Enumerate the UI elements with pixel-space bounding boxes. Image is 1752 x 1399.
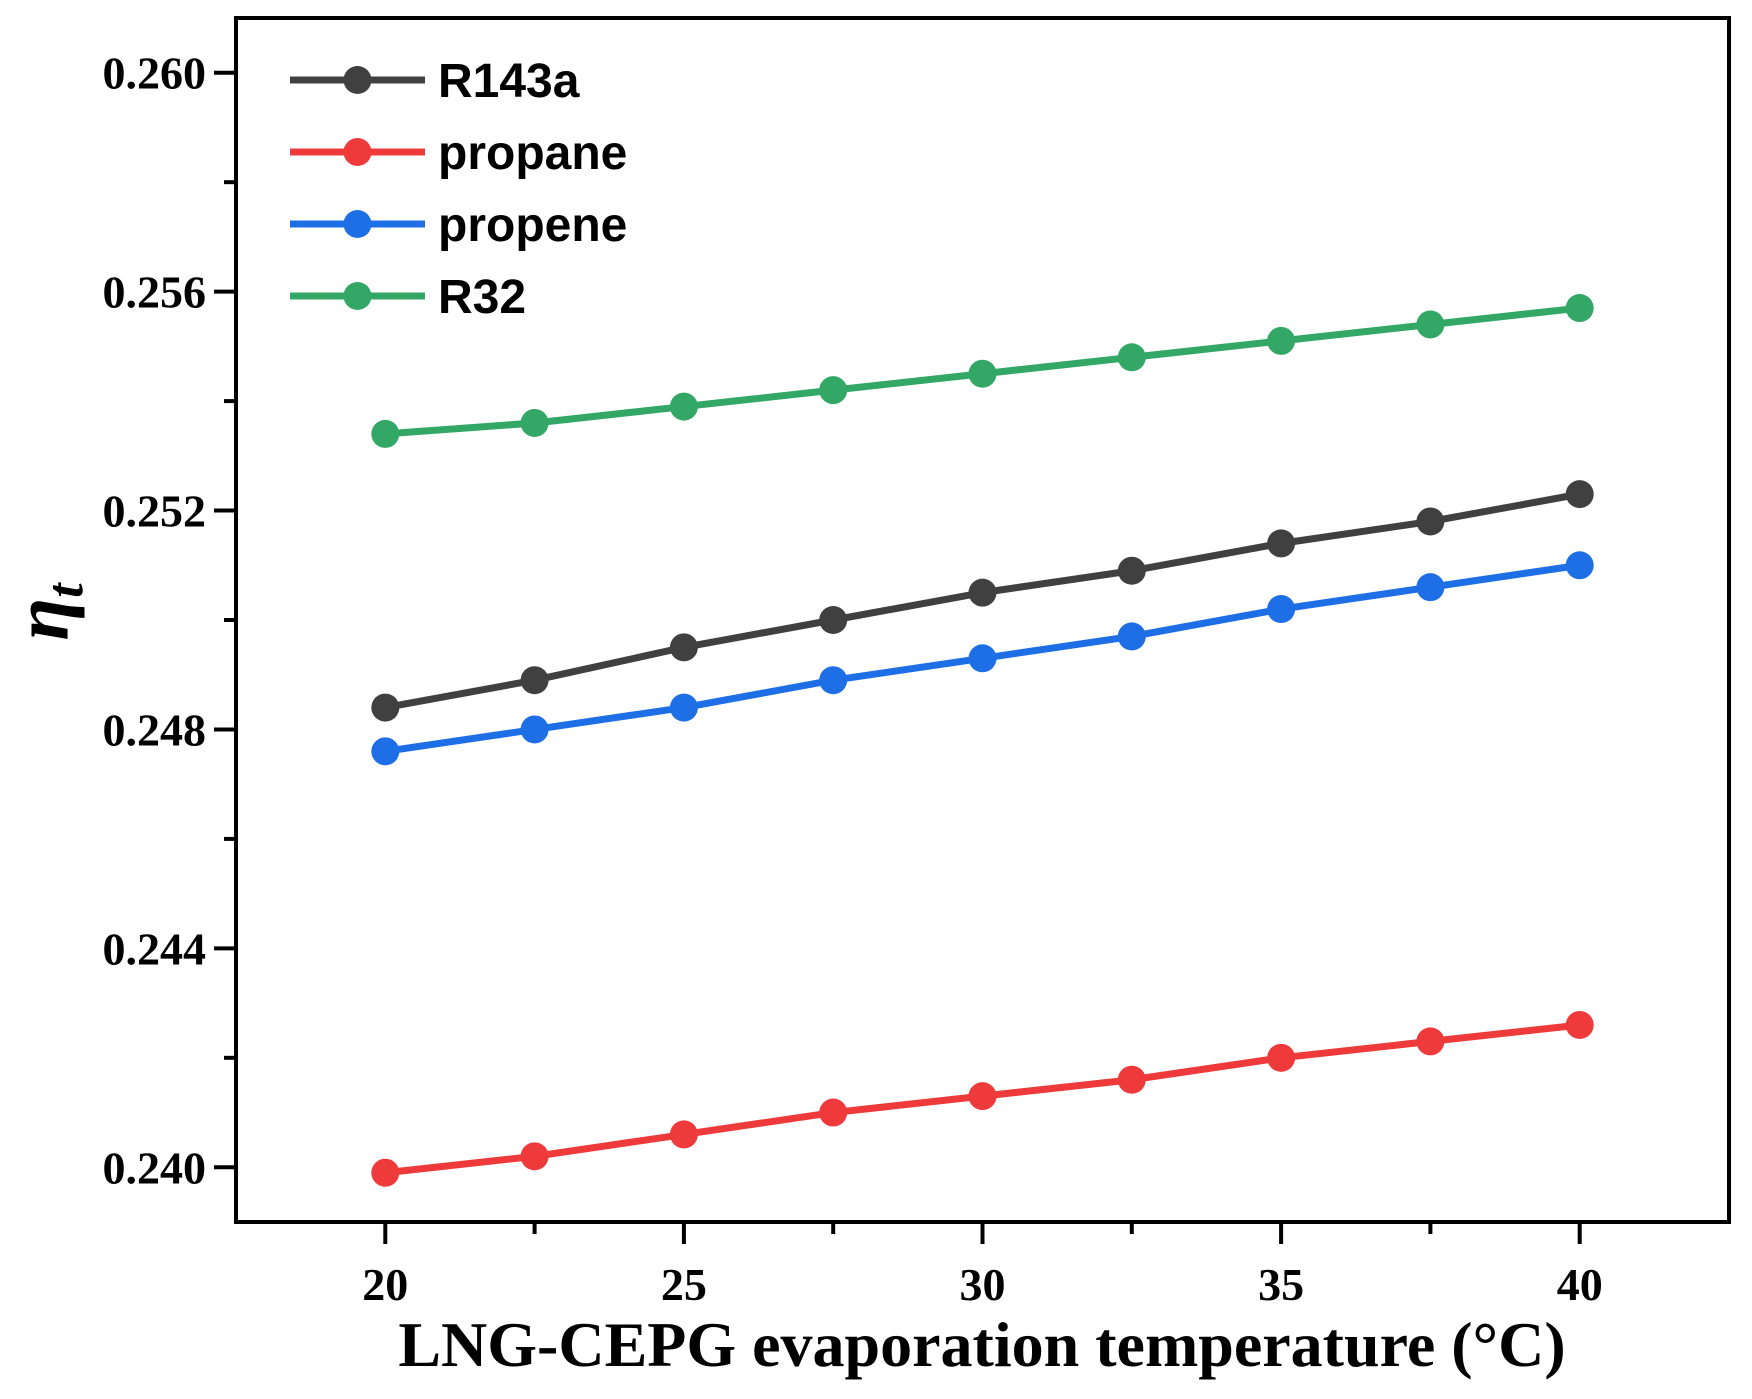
data-point-propene xyxy=(669,693,698,722)
data-point-r32 xyxy=(968,359,997,388)
x-tick-label: 30 xyxy=(960,1259,1006,1310)
y-tick-label: 0.252 xyxy=(103,486,207,537)
data-point-propene xyxy=(968,644,997,673)
data-point-r32 xyxy=(371,419,400,448)
data-point-r32 xyxy=(1416,310,1445,339)
data-point-r32 xyxy=(520,408,549,437)
legend-item-r143a: R143a xyxy=(290,55,580,108)
data-point-r143a xyxy=(669,633,698,662)
x-tick-label: 25 xyxy=(661,1259,707,1310)
legend-item-r32: R32 xyxy=(290,271,526,324)
legend-label: propane xyxy=(438,127,627,180)
data-point-propene xyxy=(1565,551,1594,580)
legend-swatch-marker xyxy=(343,66,372,94)
data-point-propane xyxy=(669,1120,698,1149)
data-point-r32 xyxy=(1267,326,1296,355)
y-axis-title-subscript: t xyxy=(37,582,94,598)
y-tick-label: 0.256 xyxy=(103,267,207,318)
data-point-propene xyxy=(1267,595,1296,624)
legend-label: R143a xyxy=(438,55,580,108)
series-propane xyxy=(371,1010,1594,1187)
data-point-propene xyxy=(819,666,848,695)
data-point-r143a xyxy=(520,666,549,695)
data-point-r143a xyxy=(819,606,848,634)
data-point-r32 xyxy=(1117,343,1146,372)
data-point-r143a xyxy=(1117,556,1146,585)
data-point-propane xyxy=(520,1142,549,1171)
x-tick-label: 35 xyxy=(1258,1259,1304,1310)
data-point-propene xyxy=(1416,573,1445,602)
legend-label: R32 xyxy=(438,271,526,324)
data-point-propane xyxy=(819,1098,848,1127)
series-layer xyxy=(371,294,1594,1187)
data-point-r143a xyxy=(1416,507,1445,536)
data-point-r32 xyxy=(669,392,698,421)
data-point-propane xyxy=(1416,1027,1445,1056)
data-point-r143a xyxy=(968,578,997,607)
data-point-r32 xyxy=(1565,294,1594,323)
legend-item-propane: propane xyxy=(290,127,627,180)
x-tick-label: 40 xyxy=(1557,1259,1603,1310)
y-tick-label: 0.248 xyxy=(103,704,207,755)
y-axis-title-symbol: η xyxy=(0,598,85,641)
data-point-propane xyxy=(968,1082,997,1111)
series-propene xyxy=(371,551,1594,766)
data-point-propene xyxy=(520,715,549,744)
y-axis-title: ηt xyxy=(0,582,94,641)
data-point-propane xyxy=(371,1158,400,1187)
data-point-propene xyxy=(1117,622,1146,651)
data-point-propane xyxy=(1117,1065,1146,1094)
x-axis-title: LNG-CEPG evaporation temperature (°C) xyxy=(398,1309,1565,1380)
svg-text:ηt: ηt xyxy=(0,582,94,641)
y-tick-label: 0.240 xyxy=(103,1142,207,1193)
y-tick-label: 0.244 xyxy=(103,923,207,974)
data-point-r143a xyxy=(1565,480,1594,509)
data-point-propane xyxy=(1565,1010,1594,1039)
x-tick-label: 20 xyxy=(362,1259,408,1310)
data-point-r143a xyxy=(1267,529,1296,558)
series-r143a xyxy=(371,480,1594,722)
y-axis: 0.240 0.244 0.248 0.252 0.256 0.260 xyxy=(103,48,236,1193)
data-point-r32 xyxy=(819,376,848,405)
legend: R143a propane propene R32 xyxy=(290,55,627,324)
legend-swatch-marker xyxy=(343,138,372,166)
y-tick-label: 0.260 xyxy=(103,48,207,99)
x-axis: 20 25 30 35 40 xyxy=(362,1222,1603,1310)
legend-swatch-marker xyxy=(343,210,372,238)
data-point-propane xyxy=(1267,1043,1296,1072)
data-point-propene xyxy=(371,737,400,766)
data-point-r143a xyxy=(371,693,400,722)
legend-swatch-marker xyxy=(343,282,372,310)
legend-item-propene: propene xyxy=(290,199,627,252)
legend-label: propene xyxy=(438,199,627,252)
series-r32 xyxy=(371,294,1594,448)
